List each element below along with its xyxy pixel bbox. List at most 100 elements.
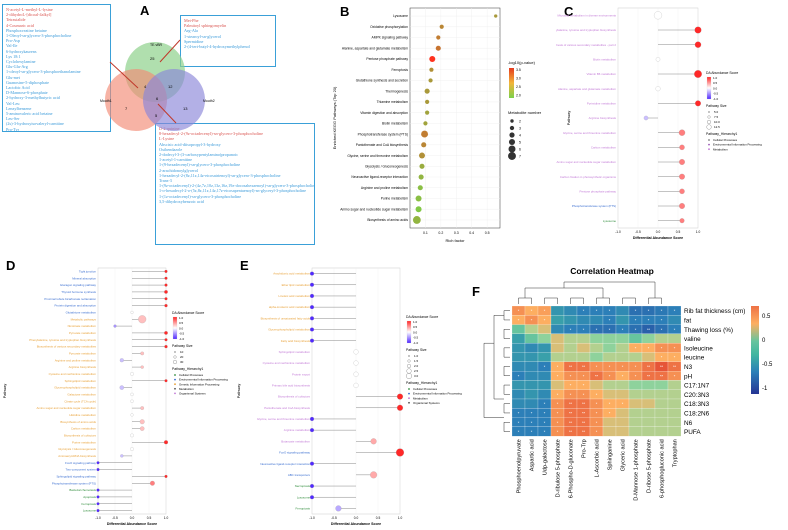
significance-mark: **: [569, 410, 573, 415]
y-tick-label: Thiamine metabolism: [377, 100, 409, 104]
heatmap-cell: [615, 408, 630, 418]
lollipop-point: [309, 316, 314, 321]
lollipop-point: [309, 293, 314, 298]
row-label: PUFA: [684, 429, 701, 436]
significance-mark: *: [674, 373, 676, 378]
legend-hier-dot: [408, 392, 410, 395]
y-tick-label: Pentose phosphate pathway: [366, 57, 408, 61]
y-tick-label: Histidine metabolism: [69, 413, 96, 417]
left-box-item: 2-dihydroL-[dicoal-4alkyl]: [6, 12, 52, 18]
y-axis-label: Pathway: [3, 384, 7, 399]
legend-size-dot: [707, 115, 711, 119]
y-tick-label: Microbial metabolism in diverse environm…: [558, 13, 617, 17]
significance-mark: *: [531, 317, 533, 322]
significance-mark: *: [622, 364, 624, 369]
y-tick-label: Necroptosis: [295, 484, 311, 488]
significance-mark: *: [596, 327, 598, 332]
heatmap-cell: [628, 380, 643, 390]
left-box-item: 5-aminovaleric acid betaine: [6, 111, 53, 117]
lollipop-point: [149, 480, 155, 486]
legend-title: DA Abundance Score: [406, 315, 438, 319]
heatmap-cell: [537, 343, 552, 353]
significance-mark: *: [635, 317, 637, 322]
dendrogram-branch: [483, 342, 504, 418]
left-box-item: Tetrasialide: [6, 17, 26, 23]
lollipop-point: [130, 413, 134, 417]
lollipop-point: [140, 351, 145, 356]
lollipop-point: [164, 338, 168, 342]
legend-size-dot: [406, 373, 412, 379]
heatmap-cell: [524, 398, 539, 409]
significance-mark: *: [661, 345, 663, 350]
legend-tick: -1.0: [413, 341, 419, 345]
y-tick-label: Bacterial chemotaxis: [69, 488, 96, 492]
significance-mark: *: [518, 317, 520, 322]
x-tick-label: 0.5: [147, 516, 152, 520]
lollipop-point: [309, 271, 314, 276]
legend-tick: 1.0: [414, 354, 419, 358]
y-tick-label: Mineral absorption: [72, 276, 96, 280]
lollipop-point: [653, 11, 662, 20]
x-tick-label: -1.0: [309, 516, 315, 520]
significance-mark: *: [544, 364, 546, 369]
y-tick-label: Glycine, serine and threonine metabolism: [257, 417, 311, 421]
panel-b: B Lysosome Oxidative phosphorylation AMPK …: [322, 0, 554, 260]
legend-size-dot: [406, 368, 412, 374]
legend-tick: 3.0: [516, 77, 521, 81]
legend-tick: Cellular Processes: [179, 373, 204, 377]
y-tick-label: Linoleic acid metabolism: [279, 294, 311, 298]
pathway-point: [419, 152, 425, 159]
heatmap-cell: [602, 380, 617, 390]
heatmap-cell: [615, 305, 630, 316]
legend-title: -log10(p-value): [508, 60, 536, 65]
y-tick-label: Primary bile acid biosynthesis: [272, 384, 311, 388]
legend-tick: 5.0: [714, 110, 719, 114]
legend-hier-dot: [174, 392, 176, 395]
significance-mark: *: [544, 401, 546, 406]
lollipop-point: [353, 360, 359, 366]
venn-count: 4: [144, 84, 147, 89]
bottom-box-item: 1-hexadecyl-2-(8z,11z,14z-eicosatrienoyl…: [159, 172, 281, 178]
significance-mark: **: [582, 420, 586, 425]
heatmap-cell: [641, 398, 656, 409]
lollipop-point: [113, 324, 117, 328]
y-axis-label: Pathway: [237, 384, 241, 399]
legend-size-dot: [510, 119, 514, 123]
legend-tick: Cellular Processes: [413, 387, 438, 391]
col-label: D-Mannose 1-phosphate: [634, 439, 640, 501]
y-tick-label: Arachidonic acid metabolism: [273, 272, 310, 276]
lollipop-point: [130, 392, 134, 397]
legend-hier-dot: [174, 374, 176, 376]
significance-mark: *: [674, 345, 676, 350]
y-tick-label: Biosynthesis of amino acids: [60, 420, 96, 424]
pathway-point: [419, 163, 425, 169]
panel-a: A N-acetyl-L-methyl-L-lysine 2-dihydroL-[…: [0, 0, 320, 260]
legend-tick: 2.5: [516, 85, 521, 89]
heatmap-cell: [524, 324, 539, 334]
lollipop-point: [96, 461, 100, 465]
bottom-box-item: L-Lysine: [159, 136, 175, 142]
pathway-point: [421, 130, 429, 138]
legend-title: Pathway_Hierarchy1: [406, 381, 437, 385]
left-box-item: Lys 18:1: [6, 53, 21, 59]
x-tick-label: 1.0: [398, 516, 403, 520]
y-tick-label: FoxO signaling pathway: [279, 451, 310, 455]
y-tick-label: Glycine, serine and threonine metabolism: [347, 154, 408, 158]
top-box-item: Palmitoyl sphingomyelin: [184, 23, 227, 29]
legend-size-dot: [707, 120, 711, 124]
y-tick-label: Biotin metabolism: [593, 57, 616, 61]
lollipop-point: [139, 419, 145, 425]
y-tick-label: FoxO signaling pathway: [65, 461, 96, 465]
venn-label: TE.vBR: [150, 43, 163, 47]
heatmap-cell: [667, 315, 682, 325]
row-label: pH: [684, 373, 693, 380]
x-tick-label: 1.0: [164, 516, 169, 520]
pathway-point: [423, 121, 428, 126]
top-box-item: 1-stearoyl-sn-glycerol: [184, 33, 221, 39]
legend-tick: 1.0: [179, 316, 184, 320]
left-box-item: Glu-Glu-Arg: [6, 64, 28, 70]
lollipop-point: [353, 371, 359, 377]
colorbar-tick: -0.5: [762, 362, 773, 368]
venn-count: 5: [155, 113, 158, 118]
x-axis-label: Rich factor: [445, 238, 465, 243]
